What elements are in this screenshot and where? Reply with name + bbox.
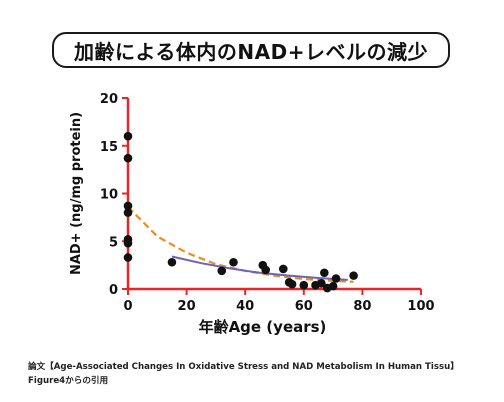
x-axis-label: 年齢Age (years) bbox=[199, 318, 327, 336]
y-tick-label: 15 bbox=[100, 140, 118, 155]
chart-title: 加齢による体内のNAD+レベルの減少 bbox=[52, 32, 450, 68]
data-point bbox=[123, 208, 133, 217]
data-point bbox=[349, 271, 358, 280]
x-tick-label: 60 bbox=[295, 299, 313, 314]
data-point bbox=[123, 253, 133, 262]
data-point bbox=[328, 281, 338, 291]
caption-figure-ref: Figure4からの引用 bbox=[28, 376, 109, 386]
data-point bbox=[317, 278, 326, 288]
y-tick-label: 10 bbox=[100, 188, 118, 203]
data-point bbox=[123, 153, 133, 163]
x-tick-label: 40 bbox=[236, 299, 254, 314]
y-tick-label: 0 bbox=[109, 283, 118, 298]
data-point bbox=[261, 265, 271, 275]
x-tick-label: 20 bbox=[178, 299, 196, 314]
y-axis-label: NAD+ (ng/mg protein) bbox=[69, 112, 84, 275]
y-tick-label: 20 bbox=[100, 92, 118, 107]
data-point bbox=[287, 279, 297, 289]
y-tick-label: 5 bbox=[109, 235, 118, 250]
data-point bbox=[123, 201, 133, 211]
data-point bbox=[331, 274, 341, 283]
data-point bbox=[167, 257, 177, 267]
data-point bbox=[299, 280, 309, 290]
data-point bbox=[229, 257, 238, 267]
caption-source: 論文【Age-Associated Changes In Oxidative S… bbox=[28, 362, 459, 372]
data-point bbox=[123, 238, 133, 248]
x-tick-label: 0 bbox=[123, 299, 132, 314]
data-point bbox=[320, 268, 329, 278]
data-point bbox=[217, 266, 227, 276]
x-tick-label: 100 bbox=[407, 299, 434, 314]
fit-curve-solid bbox=[171, 255, 348, 281]
data-point bbox=[278, 264, 288, 274]
x-tick-label: 80 bbox=[353, 299, 371, 314]
data-point bbox=[123, 131, 133, 141]
